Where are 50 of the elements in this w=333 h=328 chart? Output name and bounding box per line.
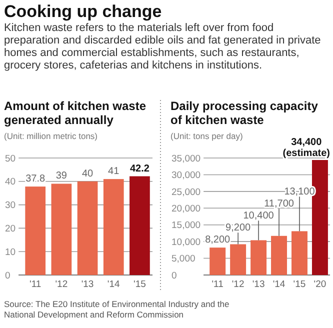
data-label: 40 [82, 168, 94, 180]
data-label: 42.2 [130, 163, 150, 174]
bar [130, 176, 150, 275]
y-tick-label: 0 [5, 270, 10, 282]
bar [103, 179, 124, 275]
y-tick-label: 15,000 [172, 220, 201, 232]
data-label: 34,400 (estimate) [282, 137, 330, 160]
x-tick-label: '13 [252, 279, 265, 290]
y-tick-label: 20,000 [172, 203, 201, 214]
y-tick-label: 10,000 [172, 236, 201, 248]
bar [230, 244, 246, 275]
x-tick-label: '14 [272, 279, 286, 290]
y-tick-label: 25,000 [172, 186, 201, 198]
chart-title: Daily processing capacity of kitchen waste [170, 99, 318, 127]
y-tick-label: 30 [5, 200, 16, 212]
y-tick-label: 0 [172, 270, 177, 282]
data-label: 9,200 [226, 222, 252, 234]
data-label: 39 [56, 170, 68, 182]
bar [210, 248, 226, 275]
y-tick-label: 10 [5, 246, 16, 258]
y-tick-label: 40 [5, 176, 16, 188]
source-note: Source: The E20 Institute of Environmental Industry and the National Development and Reform Commission [4, 299, 230, 320]
text: Kitchen waste refers to the materials left over from food preparation and discarded edible oils and fat generated in private homes and commercial establishments, such as restaurants, grocery stores, cafeterias and kitchens in institutions. [4, 22, 321, 72]
bar [250, 240, 267, 275]
y-tick-label: 30,000 [172, 170, 201, 182]
bar [77, 181, 98, 275]
y-tick-label: 20 [5, 224, 16, 235]
bar [292, 231, 308, 275]
bar [25, 186, 46, 275]
chart-title: Amount of kitchen waste generated annually [4, 99, 146, 127]
x-tick-label: '15 [134, 279, 146, 290]
y-tick-label: 35,000 [172, 153, 201, 164]
bar [51, 184, 72, 275]
chart-subtitle: (Unit: million metric tons) [4, 131, 98, 141]
data-label: 11,700 [264, 198, 294, 210]
data-label: 10,400 [243, 210, 274, 222]
x-tick-label: '20 [314, 279, 326, 290]
y-tick-label: 50 [5, 153, 16, 164]
x-tick-label: '11 [212, 279, 224, 290]
x-tick-label: '12 [55, 279, 68, 290]
text: Cooking up change [4, 2, 162, 21]
x-tick-label: '11 [30, 279, 42, 290]
y-tick-label: 5,000 [172, 254, 196, 265]
x-tick-label: '12 [232, 279, 244, 290]
bar [271, 236, 287, 275]
x-tick-label: '13 [81, 279, 94, 290]
data-label: 41 [108, 166, 120, 178]
x-tick-label: '15 [293, 279, 306, 290]
chart-subtitle: (Unit: tons per day) [170, 131, 243, 141]
x-tick-label: '14 [107, 279, 120, 290]
